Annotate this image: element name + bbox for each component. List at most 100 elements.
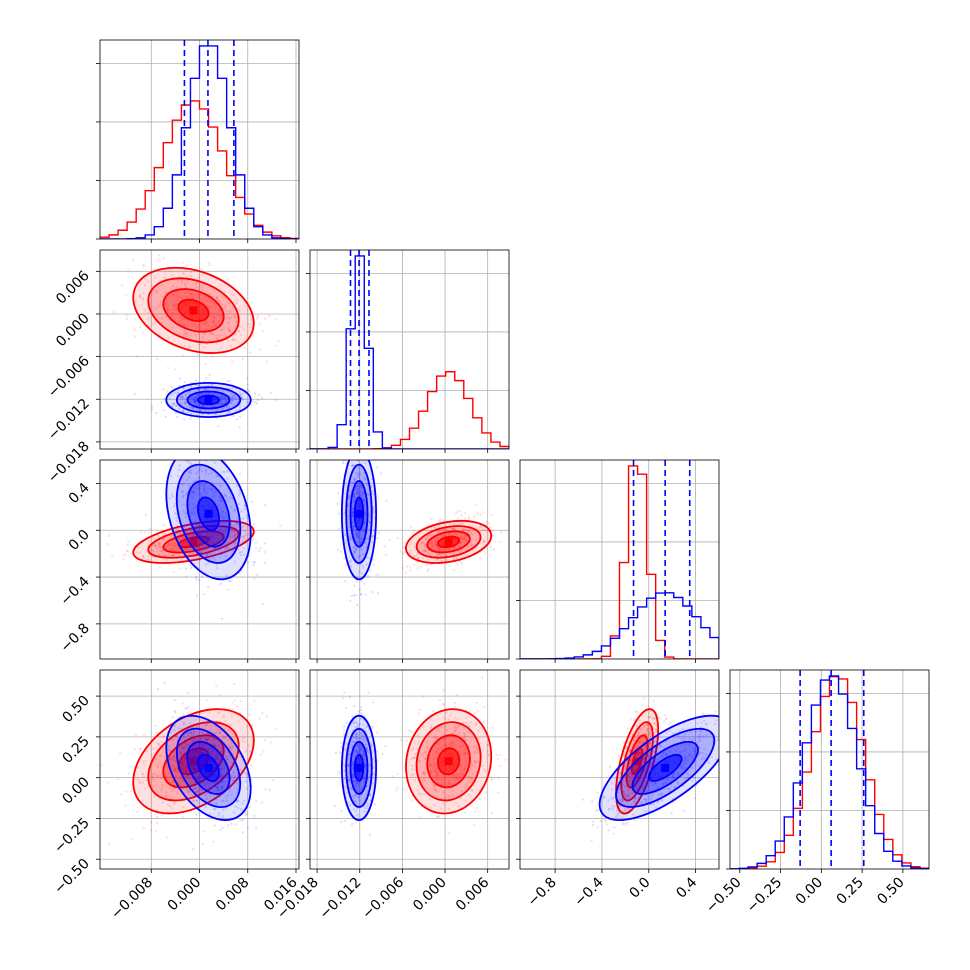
scatter-point (632, 738, 636, 742)
scatter-point (355, 721, 358, 724)
scatter-point (227, 738, 230, 741)
scatter-point (637, 740, 640, 743)
scatter-point (198, 467, 202, 470)
scatter-point (236, 484, 239, 487)
scatter-point (228, 327, 231, 330)
scatter-point (594, 809, 598, 812)
scatter-point (153, 544, 157, 548)
scatter-point (414, 752, 417, 756)
scatter-point (420, 542, 423, 545)
scatter-point (204, 724, 207, 727)
density-peak (189, 537, 198, 546)
scatter-point (143, 284, 147, 287)
scatter-point (173, 767, 176, 771)
scatter-point (372, 563, 375, 567)
scatter-point (350, 787, 353, 790)
scatter-point (181, 753, 184, 756)
scatter-point (192, 396, 195, 400)
scatter-point (206, 749, 209, 752)
scatter-point (160, 740, 163, 743)
panel-content (100, 250, 299, 449)
scatter-point (457, 550, 461, 553)
scatter-point (465, 529, 468, 532)
scatter-point (365, 725, 368, 729)
scatter-point (212, 739, 215, 742)
scatter-point (234, 332, 238, 335)
scatter-point (182, 456, 184, 458)
scatter-point (448, 782, 451, 785)
scatter-point (434, 540, 437, 543)
scatter-point (206, 781, 209, 784)
scatter-point (465, 739, 468, 743)
scatter-point (190, 442, 192, 444)
scatter-point (226, 277, 229, 281)
scatter-point (194, 506, 197, 509)
scatter-point (683, 810, 686, 813)
scatter-point (234, 533, 237, 537)
scatter-point (191, 799, 195, 803)
scatter-point (423, 750, 426, 754)
scatter-point (644, 732, 647, 736)
scatter-point (181, 713, 185, 716)
scatter-point (237, 799, 240, 802)
scatter-point (144, 759, 147, 763)
scatter-point (475, 748, 479, 751)
scatter-point (350, 455, 352, 457)
scatter-point (356, 532, 359, 535)
scatter-point (621, 816, 624, 819)
scatter-point (253, 560, 256, 564)
scatter-point (171, 715, 174, 719)
scatter-point (342, 733, 346, 736)
scatter-point (192, 772, 196, 775)
scatter-point (409, 549, 413, 553)
scatter-point (234, 396, 238, 399)
scatter-point (209, 552, 212, 556)
scatter-point (226, 757, 229, 761)
scatter-point (477, 760, 480, 763)
scatter-point (418, 728, 421, 731)
scatter-point (200, 326, 203, 329)
scatter-point (362, 738, 366, 741)
scatter-point (445, 711, 448, 714)
scatter-point (355, 750, 358, 753)
scatter-point (203, 488, 206, 491)
scatter-point (629, 718, 632, 721)
scatter-point (175, 733, 178, 737)
scatter-point (209, 536, 212, 539)
scatter-point (152, 537, 155, 540)
scatter-point (199, 804, 202, 808)
scatter-point (215, 756, 218, 760)
scatter-point (465, 539, 469, 543)
scatter-point (218, 795, 221, 798)
scatter-point (220, 749, 223, 753)
scatter-point (376, 536, 379, 540)
scatter-point (236, 788, 239, 791)
scatter-point (463, 734, 466, 738)
scatter-point (172, 304, 175, 308)
scatter-point (463, 538, 466, 542)
scatter-point (617, 754, 620, 757)
scatter-point (214, 278, 218, 281)
scatter-point (221, 470, 224, 473)
scatter-point (200, 285, 203, 289)
scatter-point (213, 321, 216, 324)
scatter-point (214, 324, 217, 327)
scatter-point (720, 758, 722, 760)
scatter-point (184, 770, 187, 773)
scatter-point (363, 455, 365, 457)
density-peak (189, 306, 198, 315)
scatter-point (185, 280, 189, 283)
scatter-point (107, 781, 110, 784)
scatter-point (371, 591, 374, 594)
scatter-point (232, 542, 236, 546)
scatter-point (187, 705, 190, 709)
scatter-point (356, 492, 359, 496)
scatter-point (189, 469, 192, 472)
scatter-point (624, 764, 627, 767)
x-tick-label: 0.006 (453, 874, 493, 914)
scatter-point (188, 759, 191, 762)
scatter-point (187, 471, 191, 474)
scatter-point (220, 552, 223, 556)
scatter-point (222, 799, 225, 803)
scatter-point (468, 710, 471, 713)
